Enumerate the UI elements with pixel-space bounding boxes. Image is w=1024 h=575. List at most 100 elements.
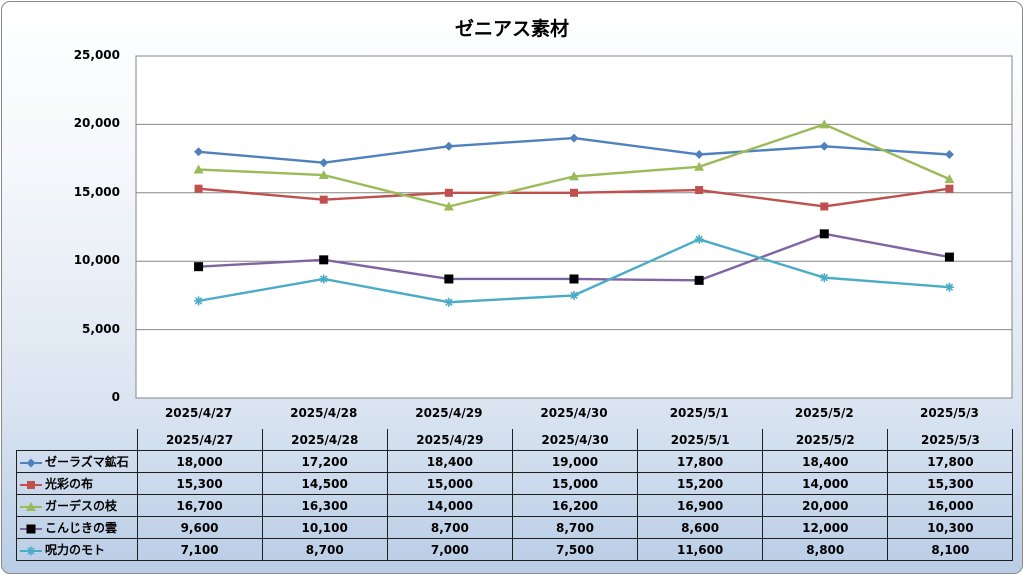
data-point xyxy=(944,282,954,292)
table-row: ゼーラズマ鉱石 18,000 17,200 18,400 19,000 17,800 18,… xyxy=(16,450,1014,473)
data-point xyxy=(694,234,704,244)
legend-key xyxy=(20,501,42,511)
data-point xyxy=(26,458,36,467)
table-row: 光彩の布 15,300 14,500 15,000 15,000 15,200 14,000… xyxy=(16,472,1014,495)
data-point xyxy=(319,255,329,265)
table-corner xyxy=(17,429,138,451)
series-lines xyxy=(193,119,955,307)
data-point xyxy=(819,229,829,239)
data-point xyxy=(944,149,954,159)
table-row: 呪力のモト 7,100 8,700 7,000 7,500 11,600 8,800 8,10… xyxy=(16,538,1014,561)
table-cell: 11,600 xyxy=(637,538,764,561)
legend-entry: 光彩の布 xyxy=(16,472,138,495)
x-tick-label: 2025/5/1 xyxy=(669,406,729,420)
table-cell: 9,600 xyxy=(136,516,263,539)
table-cell: 14,000 xyxy=(762,472,889,495)
data-point xyxy=(695,186,704,195)
table-cell: 10,300 xyxy=(887,516,1014,539)
legend-key xyxy=(20,458,42,467)
table-cell: 17,800 xyxy=(887,450,1014,473)
data-point xyxy=(819,141,829,151)
data-point xyxy=(819,273,829,283)
x-tick-label: 2025/4/27 xyxy=(164,406,233,420)
data-point xyxy=(694,149,704,159)
legend-entry: こんじきの雲 xyxy=(16,516,138,539)
table-cell: 15,300 xyxy=(136,472,263,495)
y-tick-label: 20,000 xyxy=(73,116,120,131)
table-header-cell: 2025/5/1 xyxy=(637,429,764,451)
data-point xyxy=(569,133,579,143)
data-point xyxy=(26,546,36,555)
data-point xyxy=(819,119,830,129)
table-cell: 8,800 xyxy=(762,538,889,561)
table-cell: 16,000 xyxy=(887,494,1014,517)
data-point xyxy=(444,141,454,151)
gridlines xyxy=(136,123,1012,331)
data-point xyxy=(694,275,704,285)
data-table: 2025/4/27 2025/4/28 2025/4/29 2025/4/30 2025… xyxy=(16,429,1014,561)
data-point xyxy=(569,171,579,181)
table-cell: 10,100 xyxy=(261,516,388,539)
series-name: 光彩の布 xyxy=(45,477,94,491)
table-cell: 15,000 xyxy=(511,472,639,495)
legend-entry: 呪力のモト xyxy=(16,538,138,561)
x-tick-label: 2025/4/28 xyxy=(290,406,358,420)
table-header-cell: 2025/4/30 xyxy=(511,429,639,451)
table-cell: 18,400 xyxy=(762,450,889,473)
table-header-cell: 2025/5/3 xyxy=(887,429,1014,451)
table-cell: 8,100 xyxy=(887,538,1014,561)
data-point xyxy=(26,501,36,511)
x-tick-label: 2025/5/3 xyxy=(919,406,979,420)
table-cell: 15,000 xyxy=(386,472,513,495)
table-cell: 14,500 xyxy=(261,472,388,495)
table-header-cell: 2025/4/29 xyxy=(386,429,513,451)
table-cell: 15,200 xyxy=(637,472,764,495)
data-point xyxy=(26,524,36,533)
x-tick-label: 2025/4/29 xyxy=(415,406,483,420)
table-cell: 7,100 xyxy=(136,538,263,561)
data-point xyxy=(319,158,329,168)
series-name: こんじきの雲 xyxy=(45,521,118,535)
data-point xyxy=(443,201,454,211)
table-cell: 20,000 xyxy=(762,494,889,517)
table-cell: 16,200 xyxy=(511,494,639,517)
series-0 xyxy=(194,133,954,168)
table-header-cell: 2025/5/2 xyxy=(762,429,889,451)
series-name: ガーデスの枝 xyxy=(45,499,118,513)
table-cell: 8,700 xyxy=(511,516,639,539)
data-point xyxy=(444,274,454,284)
data-point xyxy=(194,262,204,272)
table-cell: 14,000 xyxy=(386,494,513,517)
data-point xyxy=(194,184,203,193)
table-cell: 18,000 xyxy=(136,450,263,473)
series-name: 呪力のモト xyxy=(45,543,106,557)
table-cell: 7,000 xyxy=(386,538,513,561)
table-cell: 12,000 xyxy=(762,516,889,539)
table-cell: 16,300 xyxy=(261,494,388,517)
legend-entry: ガーデスの枝 xyxy=(16,494,138,517)
data-point xyxy=(194,296,204,306)
table-cell: 7,500 xyxy=(511,538,639,561)
data-point xyxy=(694,161,705,171)
series-1 xyxy=(194,184,954,211)
data-point xyxy=(945,184,954,193)
series-4 xyxy=(194,234,954,307)
table-cell: 19,000 xyxy=(511,450,639,473)
x-tick-label: 2025/4/30 xyxy=(540,406,608,420)
table-cell: 17,800 xyxy=(637,450,764,473)
y-tick-label: 0 xyxy=(111,390,120,404)
table-header-cell: 2025/4/27 xyxy=(136,429,263,451)
chart-title: ゼニアス素材 xyxy=(454,18,569,40)
table-cell: 15,300 xyxy=(887,472,1014,495)
table-cell: 16,700 xyxy=(136,494,263,517)
table-cell: 18,400 xyxy=(386,450,513,473)
data-point xyxy=(944,174,955,184)
data-point xyxy=(570,188,578,197)
legend-key xyxy=(20,524,42,533)
y-tick-label: 25,000 xyxy=(73,48,120,62)
y-tick-label: 5,000 xyxy=(82,321,120,336)
table-cell: 8,600 xyxy=(637,516,764,539)
data-point xyxy=(194,147,204,157)
data-point xyxy=(318,170,329,180)
